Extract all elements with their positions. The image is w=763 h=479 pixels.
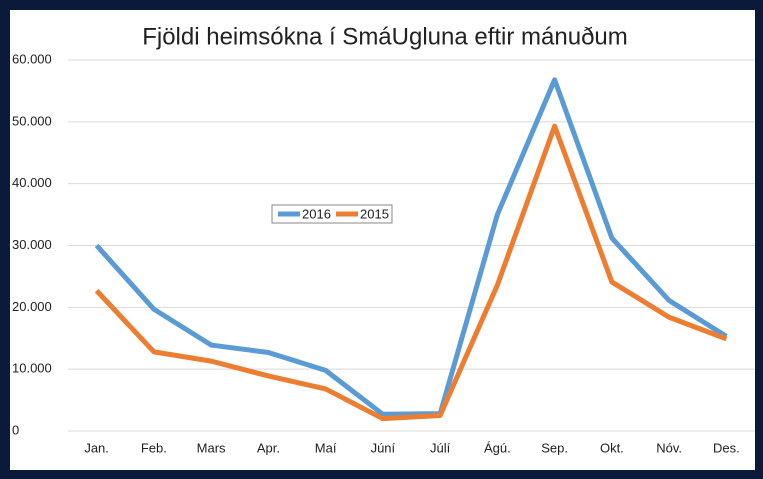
x-tick-label: Okt. <box>600 440 624 455</box>
x-tick-label: Des. <box>713 440 740 455</box>
y-tick-label: 0 <box>12 422 19 437</box>
chart-title: Fjöldi heimsókna í SmáUgluna eftir mánuð… <box>142 23 628 50</box>
y-tick-label: 30.000 <box>12 237 52 252</box>
legend-label: 2015 <box>360 206 389 221</box>
x-tick-label: Jan. <box>84 440 109 455</box>
x-tick-label: Mars <box>197 440 226 455</box>
y-tick-label: 10.000 <box>12 361 52 376</box>
x-tick-label: Júlí <box>430 440 451 455</box>
y-tick-label: 50.000 <box>12 113 52 128</box>
x-tick-label: Júní <box>371 440 396 455</box>
legend-box <box>271 204 393 224</box>
x-tick-label: Ágú. <box>484 440 511 455</box>
series-line <box>94 123 728 422</box>
y-tick-label: 60.000 <box>12 51 52 66</box>
y-tick-label: 40.000 <box>12 175 52 190</box>
x-tick-label: Feb. <box>141 440 167 455</box>
x-tick-label: Maí <box>315 440 337 455</box>
legend-label: 2016 <box>302 206 331 221</box>
series-line <box>94 77 728 417</box>
y-tick-label: 20.000 <box>12 299 52 314</box>
x-tick-label: Nóv. <box>656 440 682 455</box>
x-tick-label: Sep. <box>541 440 568 455</box>
x-tick-label: Apr. <box>257 440 280 455</box>
chart-panel <box>10 10 755 470</box>
